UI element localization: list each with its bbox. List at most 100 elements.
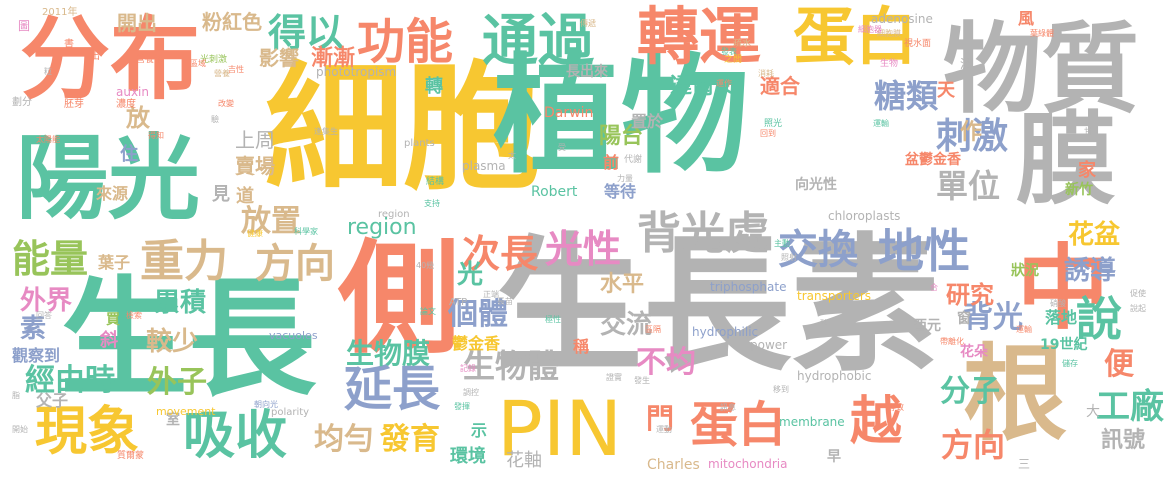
word: 發生 [634,376,650,385]
word: 營養物 [136,55,164,65]
word: 能量 [12,237,89,281]
word: 天 [937,80,955,101]
word: 細胞器 [858,25,882,34]
word: 檢索 [126,311,142,320]
word: 分子 [940,374,1000,409]
word: phototropism [316,65,397,79]
word: 甘 [1084,127,1092,136]
word: 葉綠體 [1030,29,1054,38]
word: 照光 [764,119,783,129]
word: 正端 [483,290,499,299]
word: 質爾蒙 [117,451,145,461]
word: 西元 [913,318,941,334]
word: 開出 [117,11,157,35]
word: 放置 [241,204,301,239]
word: 交流 [600,310,653,340]
word: 盆鬱金香 [905,152,961,168]
word: 運作 [716,79,732,88]
word: 斜 [100,330,118,351]
word: 地性 [878,224,970,278]
word: 父子 [36,391,69,410]
word: 前 [603,153,620,172]
word: PIN [497,384,623,473]
word: 長苗 [497,297,513,306]
word: region [378,209,410,220]
word: 誘導 [1064,256,1117,286]
word: Darwin [544,105,594,121]
word: 發揮 [454,402,470,411]
word: 新竹 [1065,182,1093,198]
word: hydrophilic [692,325,759,339]
word: 落地 [1045,308,1078,327]
word: 等待 [604,182,637,201]
word: 陽台 [599,124,644,149]
word: 照射 [781,253,797,262]
word: 說起 [1130,304,1146,313]
word: 結構 [426,177,445,187]
word: 漸漸 [311,46,356,71]
word: 胚芽 [64,99,84,110]
word: 科學家 [294,227,318,236]
word: 花朵 [960,344,988,360]
word: 驗 [211,115,219,124]
word: 粒 [44,67,52,76]
word: 促使 [1130,289,1146,298]
word: 生物 [880,59,899,69]
word: 葉子 [98,253,131,272]
word: 運動 [656,425,672,434]
word: 光刺激 [200,55,228,65]
word: 消耗 [758,69,774,78]
word: 濃度 [116,99,136,110]
word: 論文 [420,307,436,316]
word: 酸 [820,319,828,328]
word: 細胞膜 [877,29,901,38]
word: 移到 [773,385,789,394]
word: 重力 [140,236,228,287]
word: 極性 [545,315,561,324]
word: polarity [271,407,310,418]
word: 得知 [148,131,164,140]
word: 粉紅色 [202,10,262,34]
word: 2011年 [42,7,78,18]
word: 放 [126,104,150,132]
word: 交換 [778,227,858,273]
word: 支持 [424,199,440,208]
word: region [347,215,417,240]
word: 刺激 [936,116,1009,157]
word: ATP [449,297,468,308]
word: 門 [646,402,675,435]
word: 調控 [463,388,479,397]
word: 風 [1018,9,1035,28]
word: 吉性 [228,65,244,74]
word: 朝向光 [254,400,278,409]
word: 窗 [957,311,971,327]
word: 外界 [20,286,73,316]
word: 作 [960,120,983,145]
word: 訊息 [720,403,736,412]
word: 導致 [888,403,904,412]
word: 逢集生 [314,127,338,136]
word: 工廠 [1096,387,1164,427]
word: 改變 [218,99,234,108]
word: 19世紀 [1040,337,1088,353]
word: 疏水 [733,39,752,49]
word: 素 [20,314,47,344]
word: 受 [558,143,566,152]
word: 中 [1017,235,1110,342]
word: membrane [779,415,845,429]
word: 40幾 [416,261,435,270]
word: auxin [116,85,149,99]
word: 帶離化 [940,337,964,346]
word: 陽光 [16,125,201,232]
word: 健康 [247,229,263,238]
word: 轉運 [637,0,762,73]
word: 稱 [573,337,590,356]
word: 家 [1078,160,1096,181]
word: 發育 [380,422,440,457]
word: 長出來 [566,64,608,80]
word: 達爾文 [670,74,737,99]
word: Charles [647,457,700,473]
word: 硝酸 [1050,299,1066,308]
word: 記錄 [460,364,476,373]
word: 主動 [774,239,790,248]
